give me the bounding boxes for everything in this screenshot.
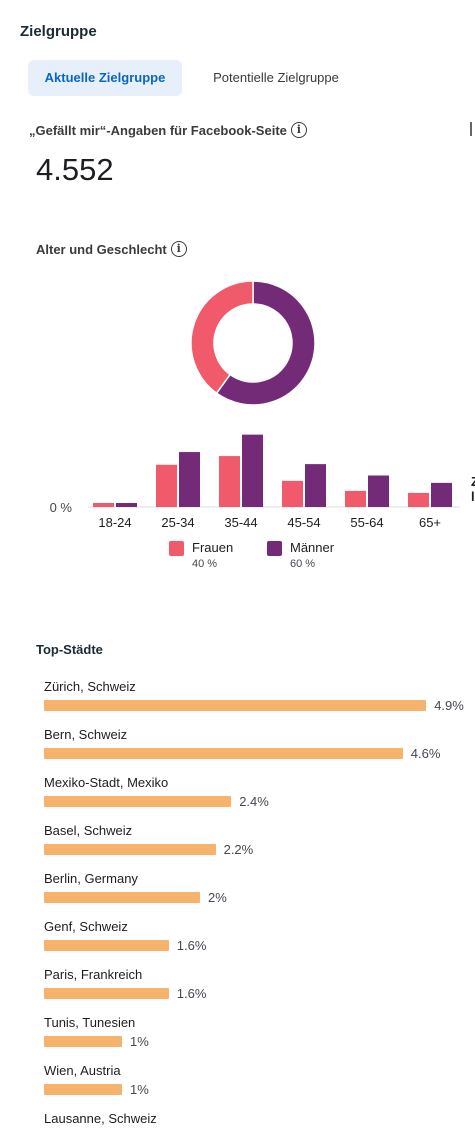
- bar-frauen-25-34[interactable]: [156, 464, 177, 507]
- legend-swatch-frauen: [169, 541, 184, 556]
- city-bar[interactable]: [44, 748, 403, 759]
- likes-value: 4.552: [36, 152, 114, 187]
- city-pct-label: 2.4%: [239, 794, 269, 809]
- tab-aktuelle-zielgruppe[interactable]: Aktuelle Zielgruppe: [28, 60, 182, 96]
- clipped-char: Z: [471, 474, 475, 489]
- bar-frauen-55-64[interactable]: [345, 490, 366, 507]
- bar-maenner-55-64[interactable]: [368, 475, 389, 507]
- y-tick-label: 0 %: [50, 500, 73, 515]
- city-pct-label: 4.9%: [434, 698, 464, 713]
- city-bar[interactable]: [44, 700, 427, 711]
- city-name: Paris, Frankreich: [44, 967, 143, 982]
- bar-maenner-18-24[interactable]: [116, 502, 137, 507]
- legend-swatch-maenner: [267, 541, 282, 556]
- city-bar[interactable]: [44, 892, 200, 903]
- age-gender-title: Alter und Geschlecht: [36, 241, 167, 257]
- top-cities-title: Top-Städte: [36, 642, 103, 657]
- city-name: Genf, Schweiz: [44, 919, 128, 934]
- age-gender-title-row: Alter und Geschlecht i: [36, 241, 187, 257]
- city-pct-label: 2.2%: [223, 842, 254, 857]
- city-bar[interactable]: [44, 1084, 122, 1095]
- city-name: Basel, Schweiz: [44, 823, 133, 838]
- bar-frauen-65+[interactable]: [408, 492, 429, 507]
- bar-frauen-45-54[interactable]: [282, 480, 303, 507]
- city-pct-label: 1%: [130, 1082, 149, 1097]
- bar-frauen-18-24[interactable]: [93, 502, 114, 507]
- city-name: Tunis, Tunesien: [44, 1015, 136, 1030]
- city-name: Wien, Austria: [44, 1063, 121, 1078]
- x-tick-label: 18-24: [98, 515, 131, 530]
- city-bar[interactable]: [44, 844, 216, 855]
- x-tick-label: 65+: [419, 515, 441, 530]
- bar-maenner-45-54[interactable]: [305, 464, 326, 507]
- legend-pct-frauen: 40 %: [192, 558, 218, 570]
- x-tick-label: 45-54: [287, 515, 320, 530]
- section-title: Zielgruppe: [20, 23, 97, 40]
- info-icon[interactable]: i: [170, 241, 187, 257]
- city-name: Bern, Schweiz: [44, 727, 128, 742]
- legend-item-frauen: Frauen 40 %: [169, 540, 233, 570]
- city-pct-label: 1%: [130, 1034, 149, 1049]
- city-bar[interactable]: [44, 796, 232, 807]
- x-tick-label: 55-64: [350, 515, 383, 530]
- city-name: Zürich, Schweiz: [44, 679, 136, 694]
- city-bar[interactable]: [44, 1036, 122, 1047]
- legend-label-maenner: Männer: [290, 540, 335, 555]
- x-tick-label: 35-44: [224, 515, 257, 530]
- tab-potentielle-zielgruppe[interactable]: Potentielle Zielgruppe: [213, 70, 339, 85]
- clipped-text-right: Z l: [471, 474, 475, 504]
- city-pct-label: 1.6%: [176, 986, 207, 1001]
- bar-maenner-25-34[interactable]: [179, 452, 200, 507]
- clipped-card-edge: [470, 122, 472, 136]
- city-pct-label: 1.6%: [176, 938, 207, 953]
- bar-maenner-35-44[interactable]: [242, 434, 263, 507]
- likes-label: „Gefällt mir“-Angaben für Facebook-Seite: [29, 122, 287, 138]
- city-bar[interactable]: [44, 940, 169, 951]
- city-bar[interactable]: [44, 988, 169, 999]
- likes-label-row: „Gefällt mir“-Angaben für Facebook-Seite…: [29, 122, 307, 138]
- clipped-char: l: [471, 489, 475, 504]
- city-pct-label: 2%: [208, 890, 227, 905]
- donut-slice-maenner: [215, 280, 316, 406]
- city-name: Mexiko-Stadt, Mexiko: [44, 775, 169, 790]
- legend-item-maenner: Männer 60 %: [267, 540, 334, 570]
- info-icon[interactable]: i: [290, 122, 307, 138]
- legend-label-frauen: Frauen: [192, 540, 234, 555]
- gender-donut-chart: [190, 280, 316, 406]
- x-tick-label: 25-34: [161, 515, 194, 530]
- bar-maenner-65+[interactable]: [431, 482, 452, 507]
- age-bar-chart: 0 % 18-24 25-34 35-44 45-54 55-64 65+: [50, 434, 460, 530]
- city-name: Berlin, Germany: [44, 871, 138, 886]
- city-name: Lausanne, Schweiz: [44, 1111, 157, 1126]
- city-pct-label: 4.6%: [410, 746, 441, 761]
- legend-pct-maenner: 60 %: [290, 558, 316, 570]
- donut-slice-frauen: [190, 280, 254, 395]
- bar-frauen-35-44[interactable]: [219, 456, 240, 507]
